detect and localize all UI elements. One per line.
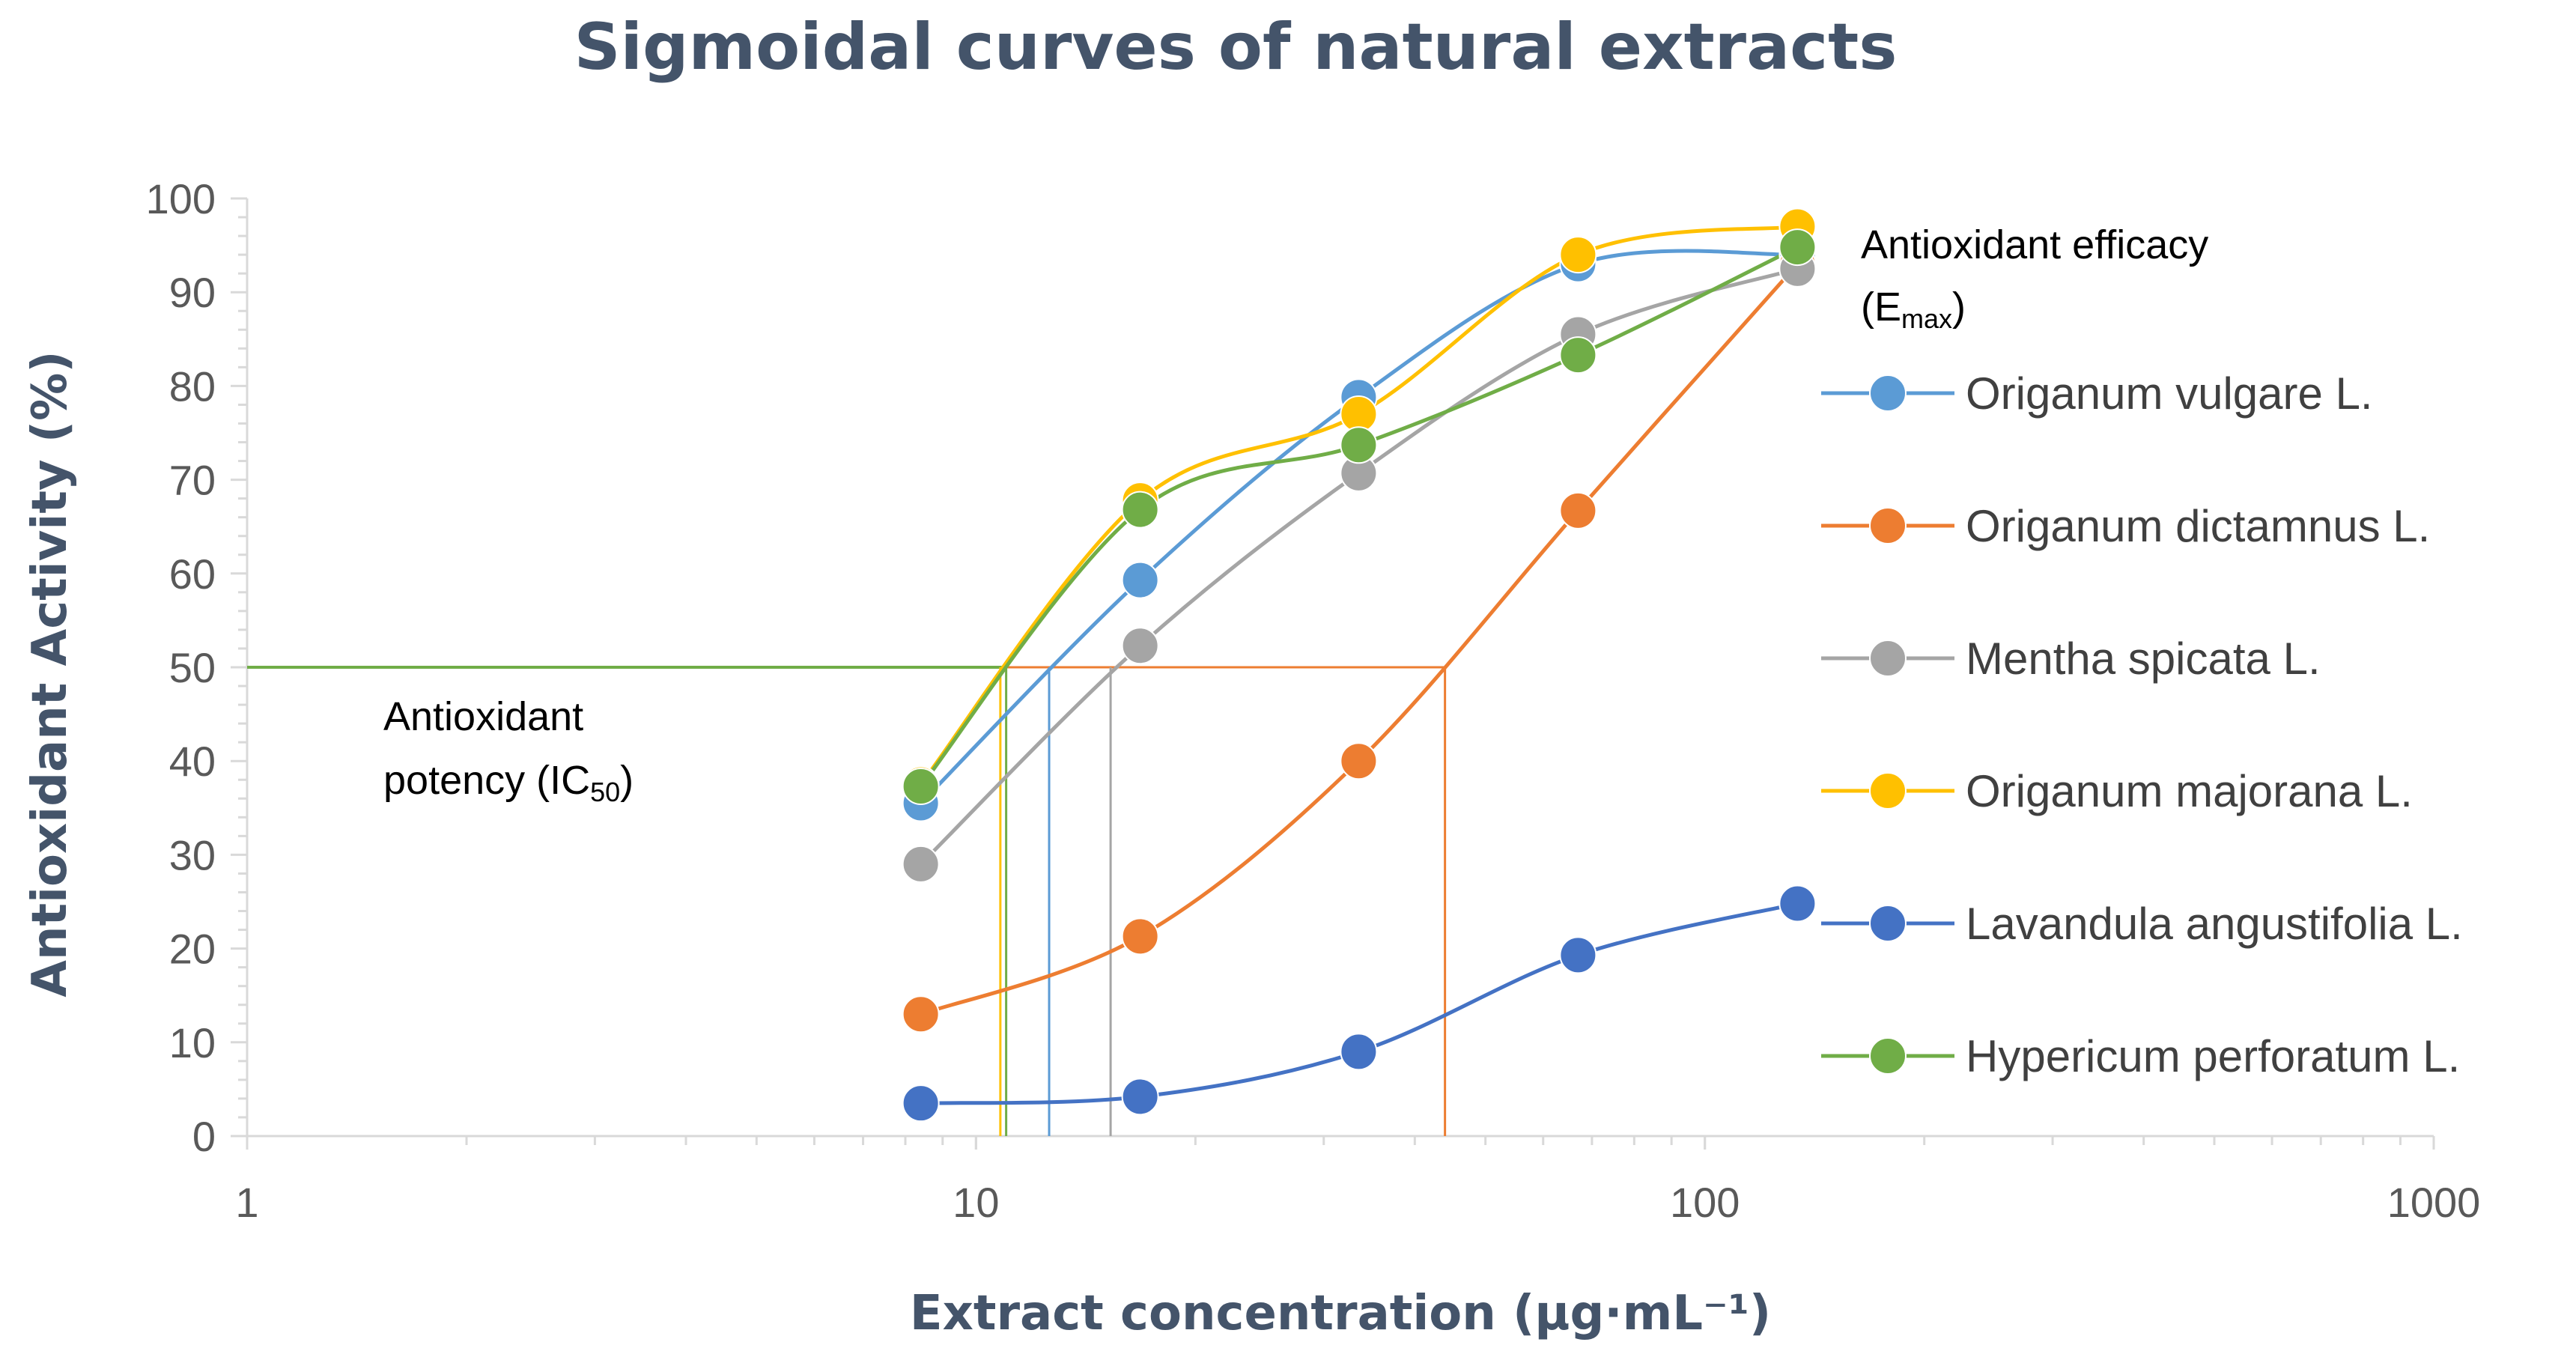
legend-label: Hypericum perforatum L.: [1966, 1031, 2460, 1081]
legend-marker: [1869, 640, 1907, 677]
y-axis-title: Antioxidant Activity (%): [22, 350, 78, 997]
y-tick-label: 70: [169, 457, 216, 504]
series-line: [919, 245, 1799, 788]
data-point: [902, 1084, 940, 1123]
y-tick-label: 10: [169, 1019, 216, 1066]
data-point: [1559, 236, 1597, 274]
x-tick-label: 1: [235, 1179, 258, 1226]
x-axis-title: Extract concentration (µg·mL⁻¹): [910, 1286, 1771, 1341]
axes: 1 10 100 1000 0 10 20 30 40 50 60 70 80 90 100: [146, 175, 2481, 1226]
efficacy-label-text: (E: [1861, 285, 1901, 330]
potency-label-text: potency (IC: [383, 758, 590, 803]
legend: Origanum vulgare L. Origanum dictamnus L.…: [1821, 368, 2463, 1081]
data-point: [902, 768, 940, 806]
efficacy-annotation: Antioxidant efficacy (Emax): [1861, 222, 2208, 334]
legend-label: Lavandula angustifolia L.: [1966, 899, 2463, 949]
legend-label: Origanum vulgare L.: [1966, 368, 2373, 419]
data-point: [1340, 1033, 1378, 1071]
x-tick-label: 10: [953, 1179, 999, 1226]
data-point: [1559, 336, 1597, 374]
potency-label-close: ): [620, 758, 634, 803]
potency-label-sub: 50: [590, 777, 620, 807]
data-point: [902, 995, 940, 1033]
efficacy-label-close: ): [1952, 285, 1966, 330]
data-point: [1121, 917, 1159, 956]
data-point: [1121, 491, 1159, 529]
legend-marker: [1869, 507, 1907, 544]
x-tick-label: 1000: [2387, 1179, 2481, 1226]
series-line: [919, 225, 1798, 786]
y-tick-label: 100: [146, 175, 216, 222]
data-point: [1340, 426, 1378, 464]
legend-label: Mentha spicata L.: [1966, 634, 2321, 684]
series-layer: [902, 207, 1817, 1123]
ic50-guide-lines: [247, 666, 1447, 1136]
series-line: [920, 262, 1799, 1016]
data-point: [1559, 491, 1597, 529]
x-tick-label: 100: [1670, 1179, 1740, 1226]
series-line: [919, 249, 1798, 805]
y-tick-label: 40: [169, 738, 216, 785]
y-tick-label: 80: [169, 362, 216, 410]
y-tick-label: 30: [169, 831, 216, 878]
potency-label-line2: potency (IC50): [383, 758, 634, 807]
efficacy-label-line2: (Emax): [1861, 285, 1966, 334]
y-tick-label: 0: [192, 1113, 216, 1160]
data-point: [1121, 627, 1159, 665]
legend-marker: [1869, 772, 1907, 810]
y-tick-label: 20: [169, 926, 216, 973]
legend-label: Origanum dictamnus L.: [1966, 501, 2430, 551]
series-line: [920, 902, 1798, 1105]
y-tick-label: 90: [169, 269, 216, 316]
data-point: [1778, 228, 1817, 267]
potency-label-line1: Antioxidant: [383, 694, 583, 739]
y-tick-label: 50: [169, 644, 216, 691]
legend-label: Origanum majorana L.: [1966, 766, 2413, 816]
data-point: [1559, 936, 1597, 974]
legend-marker: [1869, 374, 1907, 412]
legend-marker: [1869, 1037, 1907, 1075]
potency-annotation: Antioxidant potency (IC50): [383, 694, 634, 807]
chart-title: Sigmoidal curves of natural extracts: [574, 10, 1898, 85]
legend-marker: [1869, 905, 1907, 942]
y-tick-label: 60: [169, 550, 216, 598]
efficacy-label-sub: max: [1901, 303, 1952, 334]
data-point: [1778, 884, 1817, 923]
efficacy-label-line1: Antioxidant efficacy: [1861, 222, 2208, 267]
data-point: [902, 845, 940, 883]
data-point: [1340, 742, 1378, 780]
data-point: [1121, 561, 1159, 599]
data-point: [1121, 1078, 1159, 1116]
